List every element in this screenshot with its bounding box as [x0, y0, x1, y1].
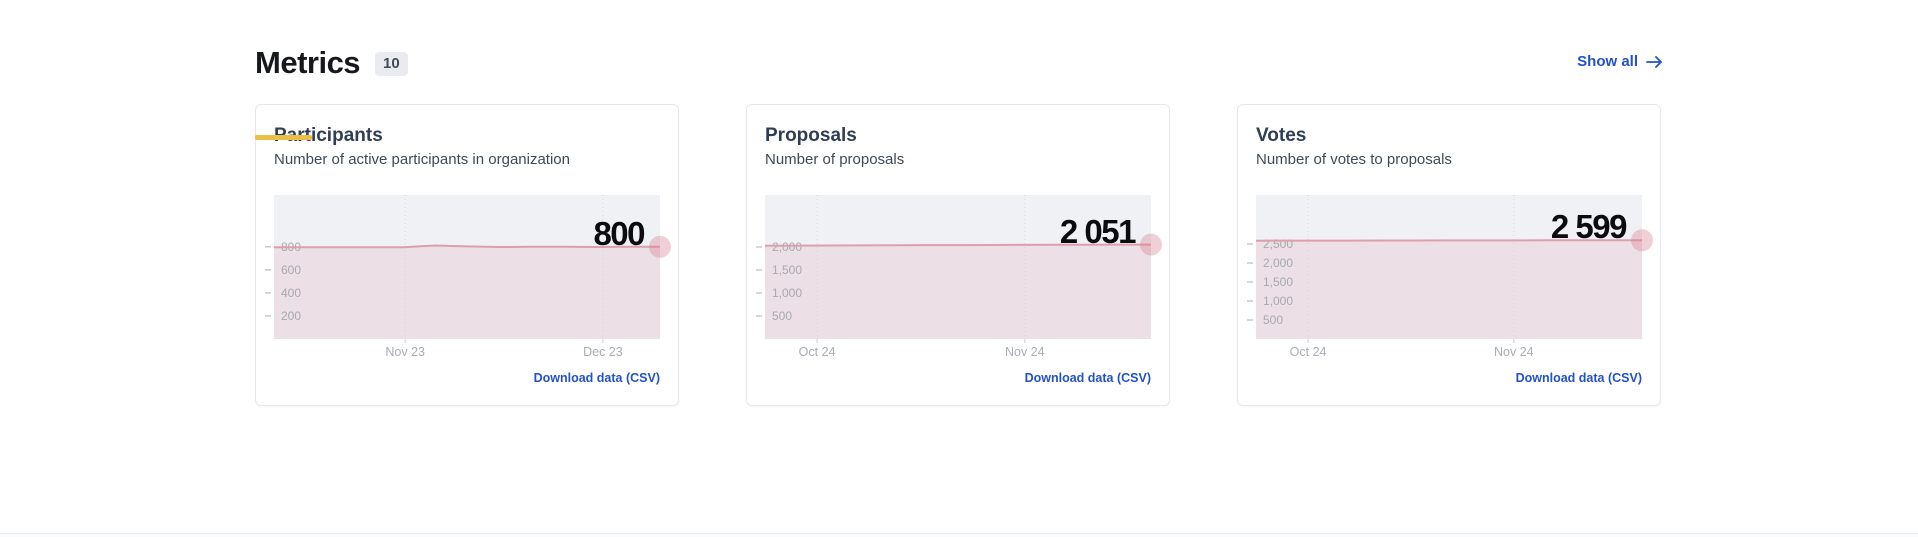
svg-text:1,000: 1,000	[1263, 294, 1293, 308]
metric-cards-row: Participants Number of active participan…	[255, 104, 1663, 406]
metrics-header: Metrics 10 Show all	[255, 47, 1663, 78]
metric-card-proposals: Proposals Number of proposals 500 1,000 1,…	[746, 104, 1170, 406]
svg-text:2,500: 2,500	[1263, 237, 1293, 251]
download-csv-link[interactable]: Download data (CSV)	[1024, 371, 1151, 385]
page-title: Metrics	[255, 45, 361, 80]
svg-text:1,500: 1,500	[1263, 275, 1293, 289]
download-csv-link[interactable]: Download data (CSV)	[1515, 371, 1642, 385]
svg-text:2,000: 2,000	[1263, 256, 1293, 270]
svg-text:2,000: 2,000	[772, 240, 802, 254]
x-axis-label: Nov 23	[385, 345, 425, 359]
card-title: Participants	[274, 125, 383, 146]
x-axis-label: Nov 24	[1493, 345, 1534, 359]
card-title: Votes	[1256, 125, 1307, 146]
section-divider	[0, 533, 1918, 537]
x-axis-label: Oct 24	[1289, 345, 1327, 359]
svg-text:1,500: 1,500	[772, 263, 802, 277]
download-csv-link[interactable]: Download data (CSV)	[533, 371, 660, 385]
metrics-count-badge: 10	[375, 51, 408, 76]
card-subtitle: Number of active participants in organiz…	[274, 151, 570, 168]
participants-chart: 200 400 600 800 800 Nov 23 Dec 23	[265, 195, 671, 359]
metric-card-participants: Participants Number of active participan…	[255, 104, 679, 406]
proposals-chart: 500 1,000 1,500 2,000 2 051 Oct 24 Nov 24	[756, 195, 1162, 359]
metric-card-votes: Votes Number of votes to proposals 500 1,…	[1237, 104, 1661, 406]
card-subtitle: Number of proposals	[765, 151, 905, 168]
svg-text:1,000: 1,000	[772, 286, 802, 300]
current-value-label: 2 051	[1059, 212, 1137, 250]
x-axis-label: Oct 24	[798, 345, 836, 359]
card-title: Proposals	[765, 125, 857, 146]
svg-text:200: 200	[281, 309, 301, 323]
svg-text:400: 400	[281, 286, 301, 300]
arrow-right-icon	[1646, 55, 1662, 68]
current-value-label: 800	[593, 214, 645, 252]
x-axis-label: Dec 23	[583, 345, 623, 359]
x-axis-label: Nov 24	[1004, 345, 1045, 359]
current-value-label: 2 599	[1550, 208, 1628, 246]
show-all-link[interactable]: Show all	[1577, 53, 1663, 70]
svg-text:500: 500	[772, 309, 792, 323]
card-subtitle: Number of votes to proposals	[1256, 151, 1452, 168]
svg-text:500: 500	[1263, 313, 1283, 327]
show-all-label: Show all	[1577, 53, 1638, 70]
title-accent-underline	[255, 135, 312, 140]
svg-text:600: 600	[281, 263, 301, 277]
votes-chart: 500 1,000 1,500 2,000 2,500 2 599 Oct 24 Nov …	[1247, 195, 1653, 359]
